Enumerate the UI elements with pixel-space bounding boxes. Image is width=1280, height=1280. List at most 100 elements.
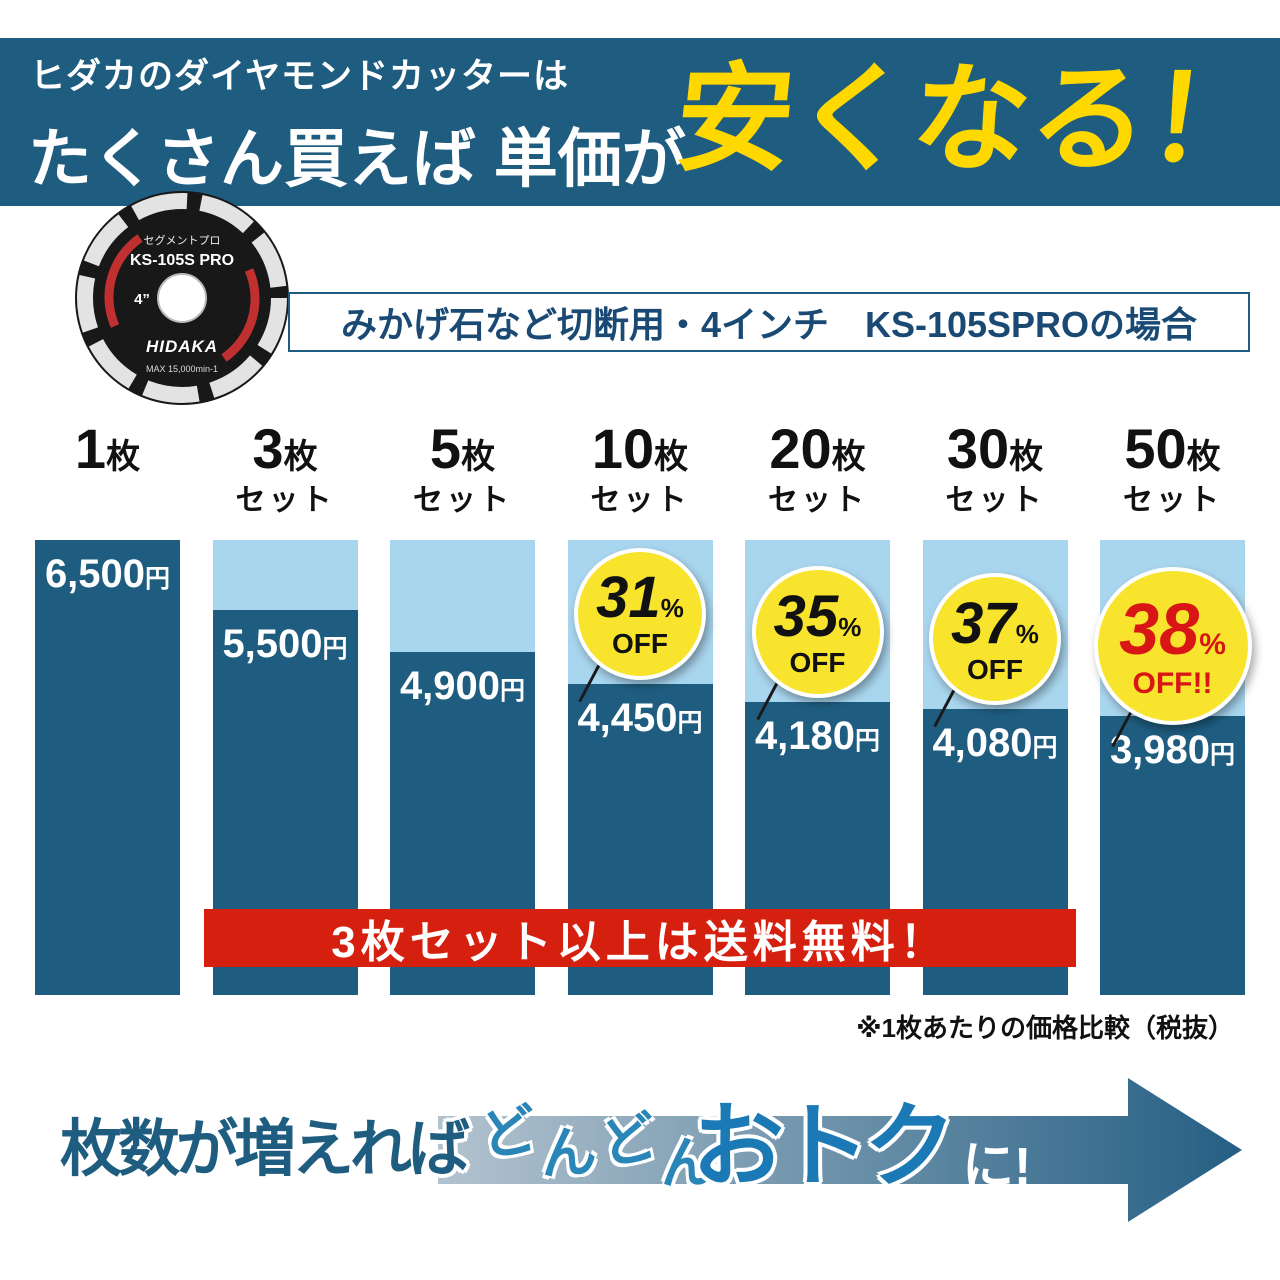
column-label: 5枚 セット (368, 418, 557, 517)
disc-center-hole (157, 273, 207, 323)
discount-off-label: OFF (612, 628, 668, 659)
price-amount: 4,080 (932, 721, 1033, 766)
column-set-label: セット (413, 483, 512, 517)
discount-percent-sign: % (838, 611, 862, 642)
discount-percent-value: 38 (1119, 589, 1200, 670)
column-set-label: セット (768, 483, 867, 517)
price-amount: 4,180 (754, 714, 856, 759)
disc-brand-label: HIDAKA (146, 337, 218, 356)
column-label-main: 5枚 (368, 418, 557, 480)
column-label: 20枚 セット (723, 418, 912, 517)
discount-percent: 31% (596, 569, 684, 627)
disc-series-label: セグメントプロ (144, 233, 221, 247)
column-set-label: セット (945, 483, 1045, 517)
price-unit: 円 (1032, 734, 1058, 763)
column-unit: 枚 (283, 438, 318, 476)
header-banner: ヒダカのダイヤモンドカッターは たくさん買えば 単価が 安くなる！ (0, 38, 1280, 206)
arrow-right-graphic (438, 1078, 1242, 1222)
header-subtitle: ヒダカのダイヤモンドカッターは (30, 57, 569, 96)
column-count: 5 (429, 417, 462, 480)
column-count: 20 (769, 417, 832, 480)
price-unit: 円 (145, 565, 171, 593)
disc-spec-label: MAX 15,000min-1 (146, 364, 218, 374)
column-label: 1枚 (13, 418, 202, 480)
discount-badge: 31% OFF (574, 547, 706, 680)
discount-percent: 35% (773, 583, 862, 649)
bar-unit-price (1100, 716, 1245, 995)
discount-off-label: OFF (789, 646, 846, 678)
column-count: 10 (591, 417, 655, 480)
header-headline: たくさん買えば 単価が (28, 123, 686, 195)
bar-unit-price (35, 540, 180, 995)
discount-off-label: OFF!! (1132, 666, 1213, 700)
disc-segments (77, 193, 287, 403)
discount-percent-sign: % (660, 593, 684, 623)
column-count: 50 (1124, 417, 1187, 480)
discount-badge: 35% OFF (751, 566, 884, 699)
column-unit: 枚 (461, 438, 496, 476)
dondon-char: ん (538, 1119, 599, 1186)
column-label-main: 30枚 (901, 418, 1090, 480)
price-label: 5,500円 (205, 622, 366, 667)
product-caption: みかげ石など切断用・4インチ KS-105SPROの場合 (288, 292, 1250, 352)
footer-dondon-text: どんどん (476, 1078, 720, 1195)
price-unit: 円 (1210, 741, 1236, 770)
column-label: 50枚 セット (1078, 418, 1267, 517)
column-label-main: 50枚 (1078, 418, 1267, 480)
footer-lead-text: 枚数が増えれば (60, 1115, 470, 1184)
discount-off-label: OFF (967, 653, 1023, 685)
column-set-label: セット (590, 483, 690, 517)
discount-percent-sign: % (1199, 627, 1226, 661)
disc-red-arc-right (221, 268, 260, 362)
price-unit: 円 (855, 727, 881, 756)
price-label: 4,080円 (915, 721, 1076, 766)
price-label: 3,980円 (1092, 728, 1253, 773)
price-unit: 円 (500, 677, 526, 705)
column-unit: 枚 (1186, 438, 1221, 476)
price-note: ※1枚あたりの価格比較（税抜） (856, 1013, 1234, 1043)
column-count: 30 (946, 417, 1010, 480)
column-set-label: セット (235, 483, 335, 517)
price-amount: 5,500 (222, 622, 323, 666)
price-label: 4,180円 (737, 714, 898, 759)
price-label: 4,450円 (560, 696, 721, 741)
column-label-main: 10枚 (546, 418, 735, 480)
discount-percent: 38% (1119, 594, 1226, 666)
column-label: 3枚 セット (191, 418, 380, 517)
price-amount: 4,450 (577, 695, 678, 740)
price-amount: 4,900 (399, 664, 501, 708)
column-unit: 枚 (831, 438, 866, 476)
disc-model-label: KS-105S PRO (130, 252, 234, 269)
discount-percent: 37% (951, 590, 1039, 656)
column-set-label: セット (1123, 483, 1222, 517)
column-label: 10枚 セット (546, 418, 735, 517)
footer-tail-text: に! (962, 1138, 1032, 1196)
column-count: 3 (252, 417, 284, 480)
discount-badge: 38% OFF!! (1093, 567, 1252, 726)
column-unit: 枚 (1009, 438, 1044, 476)
column-label-main: 1枚 (13, 418, 202, 480)
column-unit: 枚 (654, 438, 689, 476)
arrow-shape (438, 1078, 1242, 1222)
price-amount: 6,500 (44, 552, 146, 596)
column-label-main: 3枚 (191, 418, 380, 480)
disc-red-arc-left (104, 234, 143, 328)
price-label: 4,900円 (382, 664, 543, 709)
discount-percent-sign: % (1015, 618, 1039, 649)
column-unit: 枚 (106, 438, 141, 476)
product-disc-image: セグメントプロ KS-105S PRO 4” HIDAKA MAX 15,000… (75, 191, 289, 405)
price-unit: 円 (322, 635, 348, 663)
discount-percent-value: 37 (951, 590, 1016, 656)
discount-percent-value: 35 (773, 583, 839, 649)
column-label-main: 20枚 (723, 418, 912, 480)
column-label: 30枚 セット (901, 418, 1090, 517)
column-count: 1 (74, 417, 107, 480)
footer-otoku-text: おトク (692, 1096, 956, 1198)
discount-badge: 37% OFF (929, 573, 1061, 706)
disc-size-label: 4” (134, 291, 150, 308)
price-label: 6,500円 (27, 552, 188, 597)
price-unit: 円 (677, 708, 703, 737)
discount-percent-value: 31 (596, 565, 661, 630)
free-shipping-banner: 3枚セット以上は送料無料！ (204, 909, 1076, 967)
